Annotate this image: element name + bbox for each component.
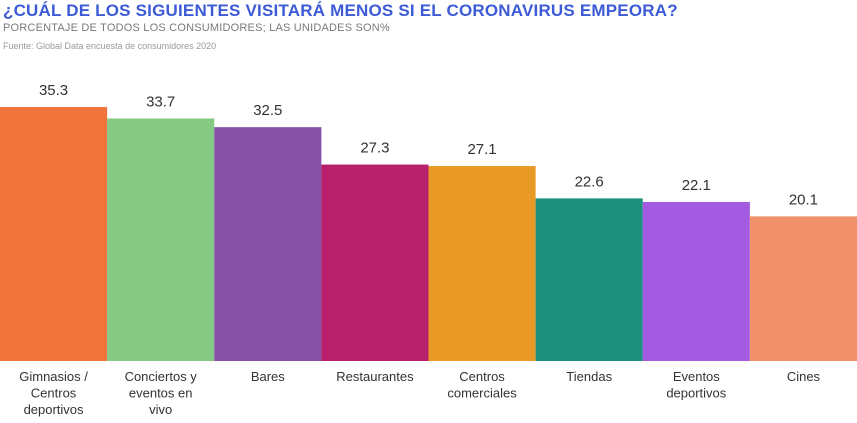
data-label: 33.7 [146, 94, 175, 111]
data-label: 32.5 [253, 102, 282, 119]
chart-title: ¿CUÁL DE LOS SIGUIENTES VISITARÁ MENOS S… [3, 1, 678, 20]
chart-source: Fuente: Global Data encuesta de consumid… [3, 41, 217, 51]
category-label: Centros comerciales [447, 369, 517, 401]
bar [214, 127, 322, 362]
data-label: 22.1 [682, 177, 711, 194]
bar [642, 201, 750, 361]
category-label: Restaurantes [336, 369, 414, 384]
data-label: 27.1 [467, 141, 496, 158]
data-label: 22.6 [575, 173, 604, 190]
chart-subtitle: PORCENTAJE DE TODOS LOS CONSUMIDORES; LA… [3, 22, 390, 34]
category-label: Cines [787, 369, 821, 384]
bar [107, 118, 215, 361]
category-label: Conciertos y eventos en vivo [125, 369, 198, 417]
category-label: Tiendas [566, 369, 612, 384]
bar [0, 107, 108, 361]
category-label: Eventos deportivos [666, 369, 726, 401]
bar [428, 166, 536, 361]
bar [749, 216, 857, 361]
category-label: Gimnasios / Centros deportivos [19, 369, 88, 417]
bar [535, 198, 643, 361]
data-label: 27.3 [360, 140, 389, 157]
data-label: 35.3 [39, 82, 68, 99]
data-label: 20.1 [789, 191, 818, 208]
category-label: Bares [251, 369, 285, 384]
bar [321, 164, 429, 361]
